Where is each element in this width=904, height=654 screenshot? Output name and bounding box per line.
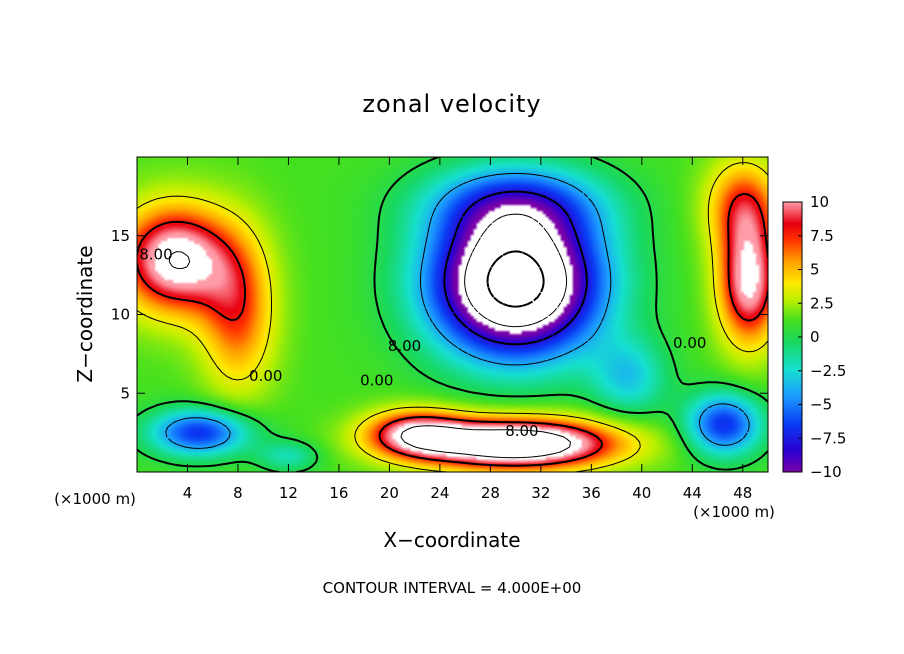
- contour-line: [464, 213, 568, 328]
- y-unit-label: (×1000 m): [54, 490, 136, 508]
- x-tick-label: 12: [279, 484, 298, 502]
- x-tick-label: 8: [233, 484, 243, 502]
- x-tick-label: 36: [582, 484, 601, 502]
- contour-line: [137, 192, 768, 467]
- colorbar-tick-label: −7.5: [810, 429, 846, 447]
- contour-label: 8.00: [388, 337, 421, 355]
- contour-label: 8.00: [505, 422, 538, 440]
- x-unit-label: (×1000 m): [693, 503, 775, 521]
- x-tick-label: 4: [183, 484, 193, 502]
- velocity-heatmap: [137, 157, 768, 472]
- colorbar-gradient: [783, 202, 802, 472]
- contour-interval-note: CONTOUR INTERVAL = 4.000E+00: [323, 579, 582, 597]
- y-tick-label: 10: [111, 306, 130, 324]
- x-tick-label: 44: [683, 484, 702, 502]
- x-tick-label: 28: [481, 484, 500, 502]
- y-tick-label: 15: [111, 227, 130, 245]
- colorbar-tick-label: 0: [810, 328, 820, 346]
- contour-line: [443, 190, 588, 346]
- contour-line: [165, 172, 750, 449]
- contour-line: [137, 157, 768, 472]
- x-tick-label: 16: [329, 484, 348, 502]
- chart-title: zonal velocity: [362, 90, 541, 118]
- colorbar-tick-label: 10: [810, 193, 829, 211]
- contour-lines: [137, 157, 768, 472]
- contour-line: [486, 250, 545, 308]
- y-axis-ticks: 5 10 15: [111, 227, 768, 402]
- contour-labels: 8.00 0.00 0.00 8.00 8.00 0.00: [139, 246, 706, 440]
- colorbar-tick-label: −2.5: [810, 362, 846, 380]
- x-axis-ticks: 4 8 12 16 20 24 28 32 36 40 44 48: [183, 157, 752, 502]
- x-axis-label: X−coordinate: [383, 528, 520, 552]
- colorbar-tick-label: 7.5: [810, 227, 834, 245]
- y-tick-label: 5: [120, 384, 130, 402]
- colorbar: 10 7.5 5 2.5 0 −2.5 −5 −7.5 −10: [782, 193, 846, 481]
- x-tick-label: 24: [430, 484, 449, 502]
- colorbar-tick-label: −10: [810, 463, 842, 481]
- x-tick-label: 20: [380, 484, 399, 502]
- y-axis-label: Z−coordinate: [73, 245, 97, 382]
- colorbar-ticks: 10 7.5 5 2.5 0 −2.5 −5 −7.5 −10: [798, 193, 846, 481]
- x-tick-label: 48: [733, 484, 752, 502]
- colorbar-tick-label: −5: [810, 396, 832, 414]
- contour-label: 0.00: [249, 367, 282, 385]
- colorbar-tick-label: 5: [810, 261, 820, 279]
- x-tick-label: 32: [531, 484, 550, 502]
- contour-label: 8.00: [139, 246, 172, 264]
- contour-line: [168, 251, 571, 459]
- contour-label: 0.00: [673, 334, 706, 352]
- x-tick-label: 40: [632, 484, 651, 502]
- contour-label: 0.00: [360, 372, 393, 390]
- colorbar-tick-label: 2.5: [810, 294, 834, 312]
- plot-area: 8.000.00 0.008.008.000.00 4 8 12 16 20 24 28 32 3…: [111, 156, 769, 502]
